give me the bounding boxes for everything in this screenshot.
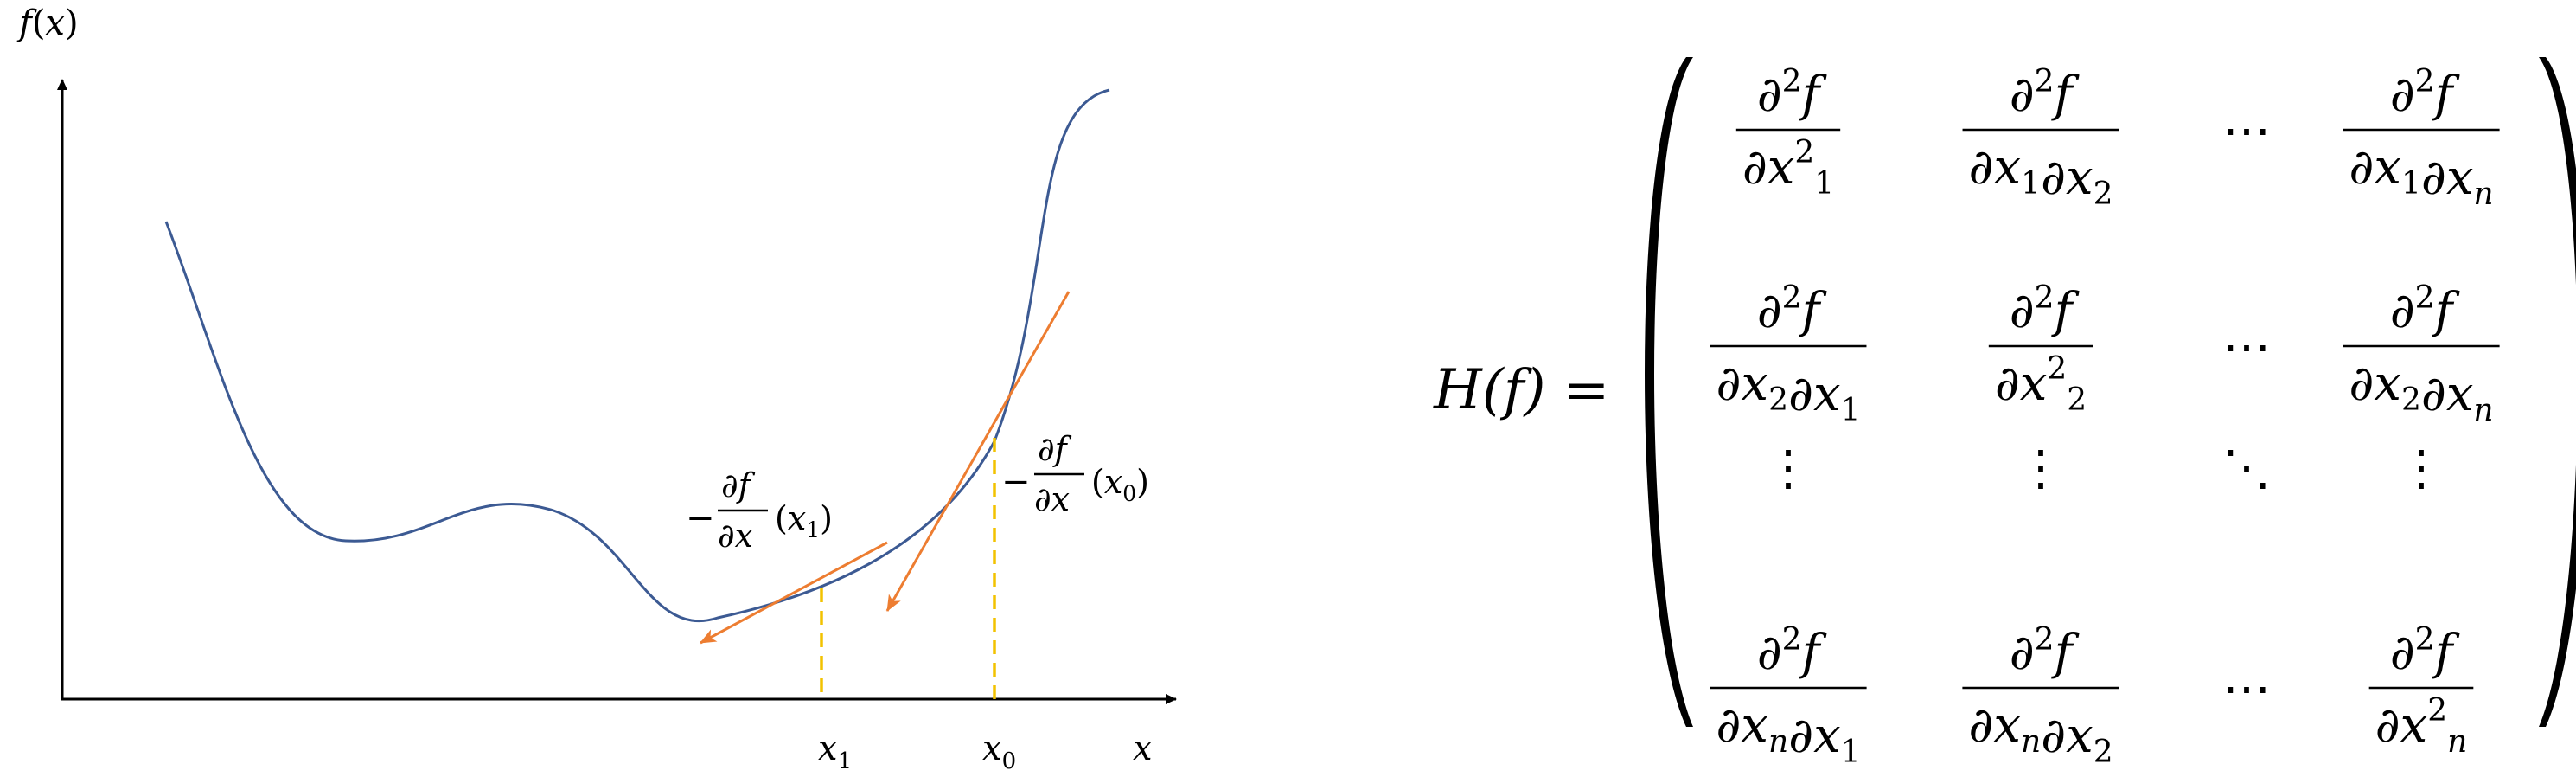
svg-text:∂2f: ∂2f — [2010, 280, 2081, 339]
x-axis-label: x — [1133, 729, 1153, 768]
svg-text:∂x22: ∂x22 — [1995, 351, 2087, 418]
hessian-entry: ∂2f ∂x22 — [1988, 280, 2093, 418]
svg-text:∂x2∂xn: ∂x2∂xn — [2349, 356, 2493, 428]
svg-text:(x1): (x1) — [775, 499, 833, 543]
right-paren — [2539, 57, 2576, 727]
svg-text:∂2f: ∂2f — [1757, 64, 1828, 123]
hessian-entry: ∂2f ∂xn∂x1 — [1710, 622, 1867, 770]
svg-text:∂f: ∂f — [1038, 430, 1072, 468]
svg-text:∂2f: ∂2f — [2010, 64, 2081, 123]
dots-vdots: ⋮ — [2397, 440, 2445, 497]
svg-text:∂xn∂x2: ∂xn∂x2 — [1968, 697, 2113, 770]
svg-text:∂x2n: ∂x2n — [2375, 693, 2468, 760]
hessian-entry: ∂2f ∂xn∂x2 — [1962, 622, 2119, 770]
dots-vdots: ⋮ — [2017, 440, 2065, 497]
gradient-label-x0: − ∂f ∂x (x0) — [1001, 430, 1149, 518]
svg-text:∂x21: ∂x21 — [1742, 135, 1834, 202]
dots-hdots: ⋯ — [2222, 103, 2271, 159]
hessian-entry: ∂2f ∂x2n — [2368, 622, 2474, 760]
svg-text:−: − — [1001, 462, 1031, 502]
svg-text:∂2f: ∂2f — [2390, 622, 2461, 681]
svg-text:−: − — [686, 498, 715, 538]
hessian-entry: ∂2f ∂x2∂xn — [2343, 280, 2500, 428]
left-paren — [1645, 57, 1693, 727]
svg-text:∂xn∂x1: ∂xn∂x1 — [1716, 697, 1860, 770]
function-graph: f(x) x x1 x0 − ∂f ∂x (x0) − ∂f ∂x — [16, 3, 1177, 774]
hessian-entry: ∂2f ∂x1∂xn — [2343, 64, 2500, 212]
hessian-entry: ∂2f ∂x2∂x1 — [1710, 280, 1867, 428]
tangent-arrow-x1 — [700, 541, 888, 645]
svg-text:∂2f: ∂2f — [1757, 280, 1828, 339]
dots-hdots: ⋯ — [2222, 319, 2271, 376]
gradient-label-x1: − ∂f ∂x (x1) — [686, 466, 833, 555]
x1-tick-label: x1 — [818, 729, 852, 774]
svg-text:(x0): (x0) — [1091, 463, 1149, 506]
dots-hdots: ⋯ — [2222, 661, 2271, 717]
matrix-cells: ∂2f ∂x21 ∂2f ∂x1∂x2 ⋯ ∂2f ∂x1∂xn ∂2f ∂x2∂x1 ∂2f ∂x… — [1710, 64, 2500, 770]
svg-text:∂2f: ∂2f — [1757, 622, 1828, 681]
hessian-entry: ∂2f ∂x21 — [1735, 64, 1841, 202]
svg-text:∂x: ∂x — [1034, 480, 1070, 518]
svg-text:∂2f: ∂2f — [2390, 64, 2461, 123]
tangent-arrow-x0 — [885, 291, 1071, 612]
svg-text:∂2f: ∂2f — [2390, 280, 2461, 339]
x0-tick-label: x0 — [982, 729, 1016, 774]
svg-text:∂f: ∂f — [721, 466, 756, 504]
hessian-matrix: H(f) = ∂2f ∂x21 ∂2f ∂x1∂x2 ⋯ ∂2f ∂x1∂xn ∂2f ∂x2∂… — [1433, 57, 2576, 770]
svg-text:∂x2∂x1: ∂x2∂x1 — [1716, 356, 1861, 428]
y-axis-label: f(x) — [16, 3, 79, 43]
svg-text:∂x1∂xn: ∂x1∂xn — [2349, 139, 2493, 212]
svg-text:∂x: ∂x — [718, 517, 753, 555]
svg-text:∂x1∂x2: ∂x1∂x2 — [1969, 139, 2113, 212]
svg-text:∂2f: ∂2f — [2010, 622, 2081, 681]
hessian-lhs: H(f) = — [1433, 358, 1609, 422]
hessian-entry: ∂2f ∂x1∂x2 — [1962, 64, 2119, 212]
function-curve — [164, 88, 1110, 623]
dots-vdots: ⋮ — [1764, 440, 1812, 497]
dots-ddots: ⋱ — [2222, 440, 2271, 497]
